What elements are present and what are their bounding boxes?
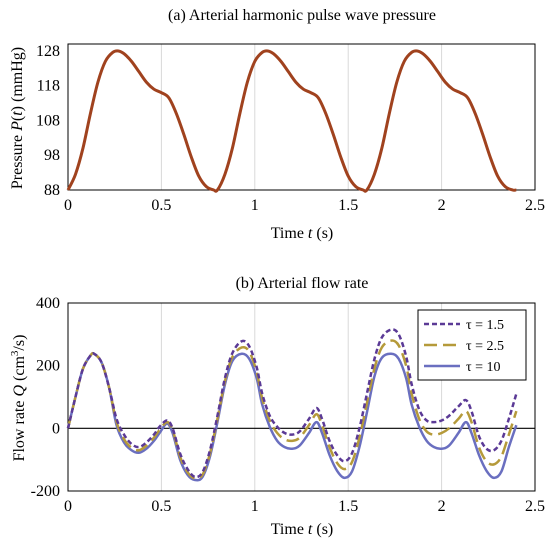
x-tick-label: 2 bbox=[438, 498, 446, 515]
series-line bbox=[66, 339, 518, 480]
x-tick-label: 1.5 bbox=[338, 498, 358, 515]
x-tick-label: 1 bbox=[251, 498, 259, 515]
chart-b: (b) Arterial flow rate 0 0.5 1 1.5 2 2.5 -200… bbox=[9, 275, 545, 538]
y-tick-label: 0 bbox=[52, 420, 60, 437]
chart-a-series bbox=[66, 49, 517, 193]
x-tick-label: 0.5 bbox=[151, 197, 171, 214]
legend-label: τ = 10 bbox=[466, 360, 501, 375]
chart-b-gridlines bbox=[160, 303, 443, 491]
chart-a: (a) Arterial harmonic pulse wave pressur… bbox=[9, 7, 545, 242]
y-tick-label: 128 bbox=[36, 43, 60, 60]
x-tick-label: 0 bbox=[64, 197, 72, 214]
series-line bbox=[66, 49, 517, 193]
x-tick-label: 2.5 bbox=[525, 197, 545, 214]
series-line bbox=[66, 328, 518, 479]
chart-b-series bbox=[66, 328, 518, 482]
chart-b-x-ticks: 0 0.5 1 1.5 2 2.5 bbox=[64, 498, 545, 515]
x-tick-label: 0 bbox=[64, 498, 72, 515]
x-tick-label: 1.5 bbox=[338, 197, 358, 214]
y-tick-label: 118 bbox=[37, 78, 60, 95]
x-tick-label: 0.5 bbox=[151, 498, 171, 515]
series-line bbox=[66, 351, 518, 482]
legend-label: τ = 2.5 bbox=[466, 339, 504, 354]
chart-b-y-ticks: -200 0 200 400 bbox=[31, 295, 60, 500]
chart-a-y-axis-label: Pressure P(t) (mmHg) bbox=[9, 47, 26, 189]
chart-a-x-ticks: 0 0.5 1 1.5 2 2.5 bbox=[64, 197, 545, 214]
x-tick-label: 1 bbox=[251, 197, 259, 214]
y-tick-label: 200 bbox=[36, 358, 60, 375]
chart-a-y-ticks: 88 98 108 118 128 bbox=[36, 43, 60, 199]
chart-a-x-axis-label: Time t (s) bbox=[271, 225, 334, 242]
y-tick-label: 88 bbox=[44, 182, 60, 199]
chart-b-x-axis-label: Time t (s) bbox=[271, 521, 334, 538]
x-tick-label: 2 bbox=[438, 197, 446, 214]
chart-a-title: (a) Arterial harmonic pulse wave pressur… bbox=[168, 7, 436, 24]
chart-b-plot-frame bbox=[67, 302, 536, 492]
y-tick-label: -200 bbox=[31, 483, 60, 500]
y-tick-label: 400 bbox=[36, 295, 60, 312]
chart-b-legend: τ = 1.5 τ = 2.5 τ = 10 bbox=[417, 309, 527, 381]
legend-label: τ = 1.5 bbox=[466, 318, 504, 333]
y-tick-label: 108 bbox=[36, 112, 60, 129]
chart-a-gridlines bbox=[160, 44, 443, 190]
x-tick-label: 2.5 bbox=[525, 498, 545, 515]
y-tick-label: 98 bbox=[44, 147, 60, 164]
chart-a-plot-frame bbox=[67, 43, 536, 191]
chart-b-title: (b) Arterial flow rate bbox=[236, 275, 369, 292]
chart-b-y-axis-label: Flow rate Q (cm3/s) bbox=[9, 335, 28, 462]
